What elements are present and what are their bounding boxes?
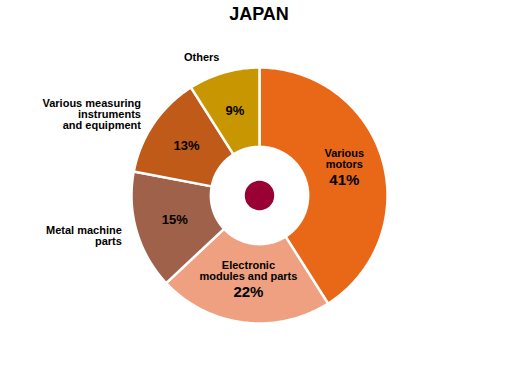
svg-text:Others: Others (184, 51, 219, 63)
svg-text:9%: 9% (225, 103, 244, 118)
svg-text:22%: 22% (233, 283, 263, 300)
svg-text:13%: 13% (173, 138, 199, 153)
svg-text:Various measuringinstrumentsan: Various measuringinstrumentsand equipmen… (42, 97, 141, 131)
svg-text:Electronicmodules and parts: Electronicmodules and parts (200, 259, 298, 282)
svg-text:41%: 41% (329, 171, 359, 188)
svg-text:Metal machineparts: Metal machineparts (46, 224, 122, 247)
svg-text:Variousmotors: Variousmotors (324, 147, 364, 170)
html-text:JAPAN: JAPAN (229, 4, 289, 24)
svg-text:15%: 15% (162, 212, 188, 227)
